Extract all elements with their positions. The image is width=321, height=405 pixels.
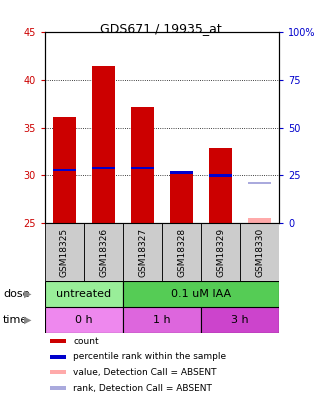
Bar [248, 218, 272, 223]
Bar [170, 173, 193, 223]
Bar [45, 223, 84, 281]
Bar [50, 386, 66, 390]
Bar [170, 171, 193, 174]
Bar [92, 166, 115, 169]
FancyBboxPatch shape [123, 281, 279, 307]
Bar [53, 117, 76, 223]
Bar [162, 223, 201, 281]
FancyBboxPatch shape [201, 307, 279, 333]
Text: 3 h: 3 h [231, 315, 249, 325]
Text: count: count [73, 337, 99, 345]
FancyBboxPatch shape [45, 281, 123, 307]
Bar [50, 355, 66, 358]
Text: ▶: ▶ [23, 315, 31, 325]
Bar [131, 166, 154, 169]
Text: GSM18330: GSM18330 [255, 228, 264, 277]
Bar [131, 107, 154, 223]
Text: 0.1 uM IAA: 0.1 uM IAA [171, 289, 231, 299]
Bar [50, 371, 66, 374]
Text: percentile rank within the sample: percentile rank within the sample [73, 352, 226, 361]
Bar [53, 168, 76, 171]
Text: 0 h: 0 h [75, 315, 93, 325]
Bar [50, 339, 66, 343]
Text: GSM18327: GSM18327 [138, 228, 147, 277]
Bar [92, 66, 115, 223]
Text: GSM18329: GSM18329 [216, 228, 225, 277]
Text: GSM18325: GSM18325 [60, 228, 69, 277]
Text: GSM18328: GSM18328 [177, 228, 186, 277]
Text: rank, Detection Call = ABSENT: rank, Detection Call = ABSENT [73, 384, 212, 392]
Text: time: time [3, 315, 29, 325]
Text: value, Detection Call = ABSENT: value, Detection Call = ABSENT [73, 368, 217, 377]
FancyBboxPatch shape [45, 307, 123, 333]
FancyBboxPatch shape [123, 307, 201, 333]
Bar [248, 182, 272, 184]
Text: 1 h: 1 h [153, 315, 171, 325]
Bar [201, 223, 240, 281]
Bar [123, 223, 162, 281]
Bar [209, 174, 232, 177]
Text: GDS671 / 19935_at: GDS671 / 19935_at [100, 22, 221, 35]
Text: untreated: untreated [56, 289, 112, 299]
Text: ▶: ▶ [23, 289, 31, 299]
Bar [240, 223, 279, 281]
Text: GSM18326: GSM18326 [99, 228, 108, 277]
Bar [209, 148, 232, 223]
Bar [84, 223, 123, 281]
Text: dose: dose [3, 289, 30, 299]
